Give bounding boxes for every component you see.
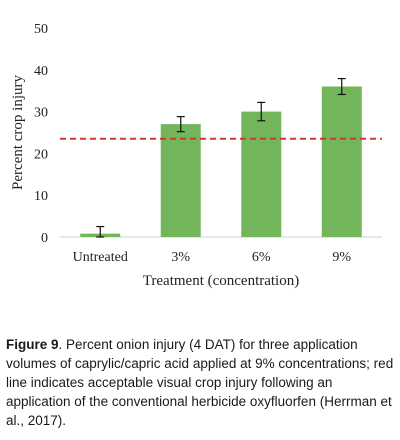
bar (241, 111, 282, 237)
y-tick-label: 0 (41, 231, 48, 246)
x-axis-title: Treatment (concentration) (143, 273, 299, 289)
caption-text: . Percent onion injury (4 DAT) for three… (6, 337, 394, 428)
bar (321, 86, 362, 238)
x-tick-label: 3% (171, 250, 190, 265)
y-tick-labels: 0 10 20 30 40 50 (34, 22, 48, 246)
x-tick-label: 6% (252, 250, 271, 265)
y-axis-title: Percent crop injury (10, 75, 26, 190)
y-tick-label: 50 (34, 22, 48, 37)
y-tick-label: 10 (34, 189, 48, 204)
x-tick-labels: Untreated 3% 6% 9% (73, 250, 352, 265)
figure-label: Figure 9 (6, 337, 59, 352)
x-tick-label: 9% (332, 250, 351, 265)
y-tick-label: 30 (34, 106, 48, 121)
bar-chart: 0 10 20 30 40 50 Untreated 3% 6% 9% Percent crop… (10, 22, 382, 289)
x-tick-label: Untreated (73, 250, 128, 265)
figure-caption: Figure 9. Percent onion injury (4 DAT) f… (6, 335, 394, 430)
bars (80, 86, 362, 238)
bar (160, 124, 201, 237)
y-tick-label: 40 (34, 64, 48, 79)
error-bars (96, 77, 346, 238)
y-tick-label: 20 (34, 147, 48, 162)
